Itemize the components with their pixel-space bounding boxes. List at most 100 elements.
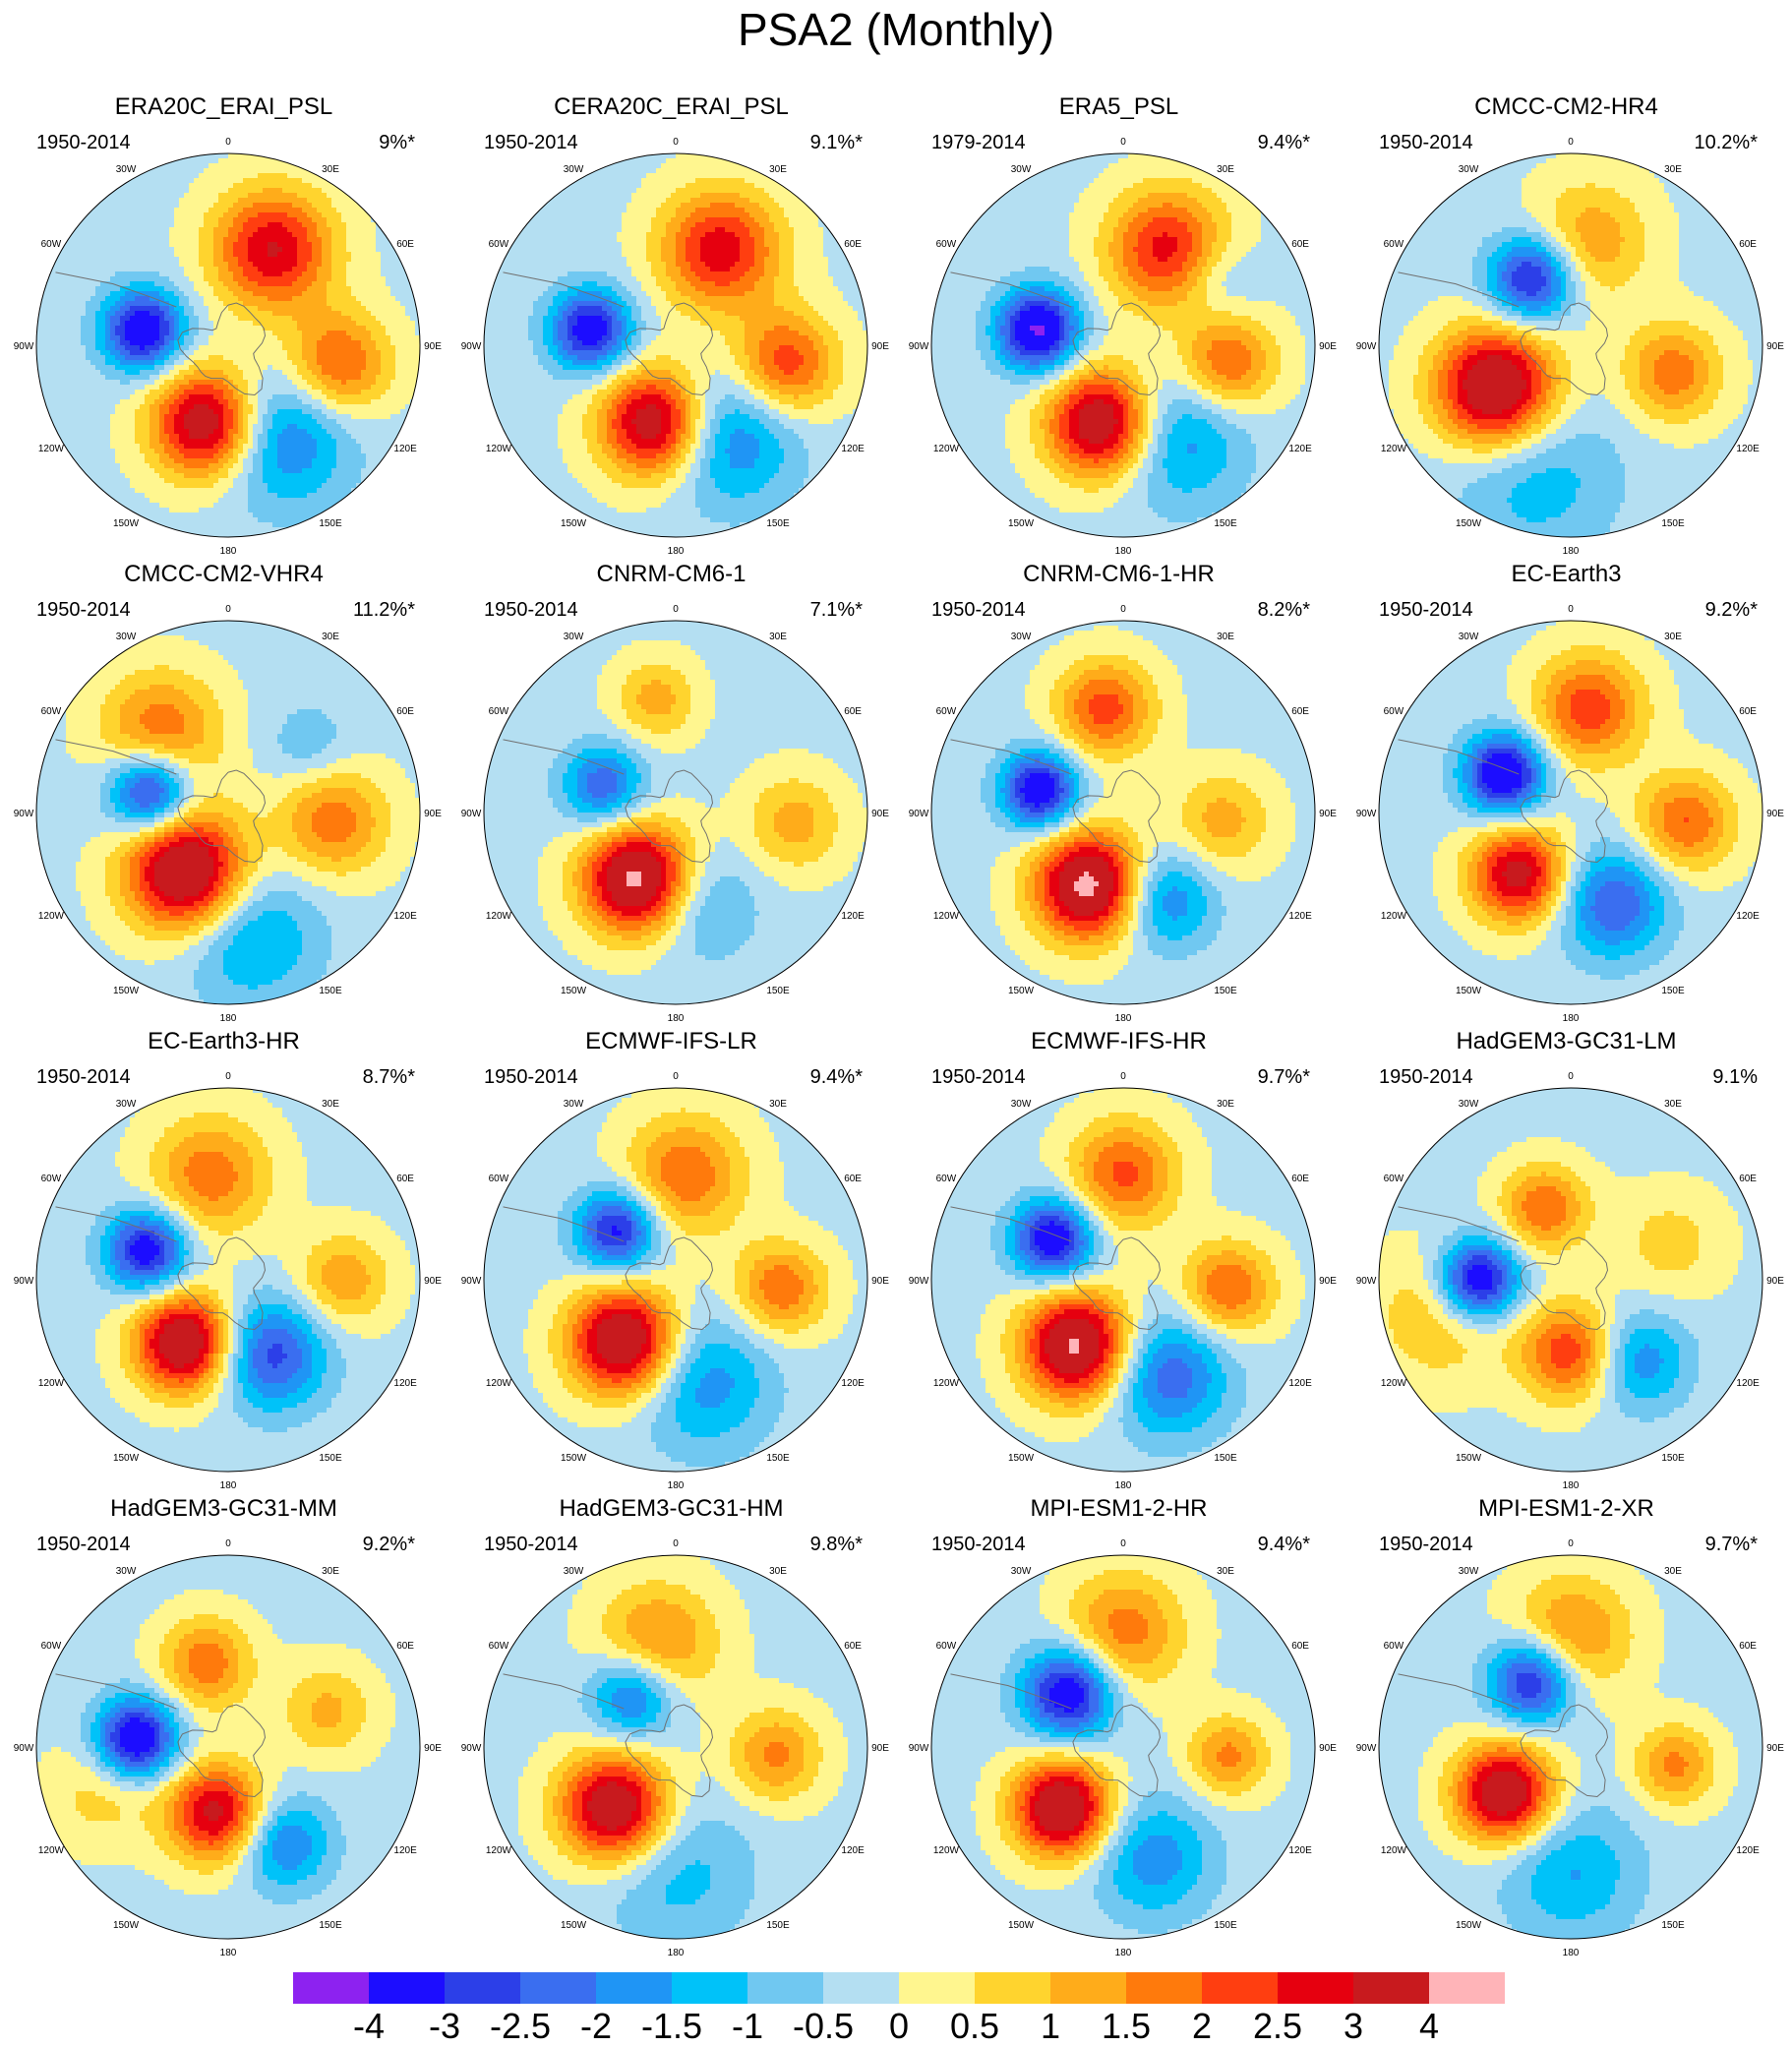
longitude-label: 120E — [1288, 911, 1312, 922]
longitude-label: 180 — [1115, 1948, 1132, 1956]
longitude-label: 120E — [841, 444, 865, 454]
longitude-label: 90E — [871, 1276, 889, 1287]
longitude-label: 120E — [1288, 1378, 1312, 1389]
longitude-label: 30E — [322, 1099, 339, 1110]
longitude-label: 30W — [564, 164, 584, 175]
longitude-label: 150W — [561, 986, 587, 996]
longitude-label: 150W — [1008, 1453, 1035, 1464]
longitude-label: 150E — [1214, 1920, 1237, 1931]
longitude-label: 90E — [871, 341, 889, 352]
colorbar-swatch — [672, 1972, 747, 2004]
longitude-label: 180 — [1563, 1480, 1580, 1488]
longitude-label: 120W — [38, 444, 65, 454]
longitude-label: 60W — [489, 1174, 509, 1184]
map-panel: HadGEM3-GC31-HM 1950-2014 9.8%* 0 30E 60E 90E 1… — [448, 1495, 895, 1958]
longitude-label: 60E — [844, 1174, 862, 1184]
colorbar-tick-label: 2 — [1192, 2007, 1212, 2046]
longitude-label: 120E — [1736, 1845, 1760, 1856]
longitude-label: 120W — [933, 1378, 960, 1389]
longitude-label: 30E — [769, 1566, 787, 1577]
map-panel: CNRM-CM6-1-HR 1950-2014 8.2%* 0 30E 60E 90E 120… — [895, 561, 1343, 1023]
map-panel: MPI-ESM1-2-HR 1950-2014 9.4%* 0 30E 60E 90E 120… — [895, 1495, 1343, 1958]
longitude-label: 30E — [1217, 632, 1234, 642]
longitude-label: 90W — [1356, 1743, 1377, 1754]
longitude-label: 120E — [1288, 1845, 1312, 1856]
longitude-label: 60E — [1739, 1174, 1757, 1184]
longitude-label: 180 — [220, 1013, 237, 1021]
longitude-label: 60W — [41, 1174, 62, 1184]
panel-title: HadGEM3-GC31-MM — [0, 1495, 448, 1523]
longitude-label: 30E — [1664, 632, 1682, 642]
colorbar-tick-label: -1 — [732, 2007, 763, 2046]
colorbar-swatch — [1202, 1972, 1278, 2004]
colorbar-swatch — [1050, 1972, 1126, 2004]
longitude-label: 120W — [1381, 444, 1407, 454]
pattern-field — [931, 1088, 1316, 1473]
longitude-label: 120W — [486, 1845, 512, 1856]
colorbar-tick-label: 2.5 — [1253, 2007, 1302, 2046]
longitude-label: 0 — [673, 1071, 679, 1082]
longitude-label: 0 — [673, 1538, 679, 1549]
colorbar-tick-label: -2.5 — [490, 2007, 551, 2046]
longitude-label: 0 — [225, 137, 231, 148]
longitude-label: 180 — [220, 1480, 237, 1488]
longitude-label: 30W — [564, 1099, 584, 1110]
longitude-label: 30E — [1664, 1099, 1682, 1110]
map-panel: CMCC-CM2-HR4 1950-2014 10.2%* 0 30E 60E 90E 120… — [1343, 93, 1790, 556]
longitude-label: 0 — [1568, 604, 1574, 615]
longitude-label: 90W — [461, 341, 482, 352]
longitude-label: 30E — [769, 164, 787, 175]
longitude-label: 150W — [1456, 1920, 1482, 1931]
longitude-label: 60E — [1291, 1641, 1309, 1652]
longitude-label: 180 — [668, 546, 685, 554]
longitude-label: 150E — [319, 1920, 342, 1931]
pattern-field — [484, 1088, 868, 1473]
longitude-label: 60W — [41, 239, 62, 250]
longitude-label: 90E — [1319, 809, 1337, 819]
map-panel: CERA20C_ERAI_PSL 1950-2014 9.1%* 0 30E 60E 90E… — [448, 93, 895, 556]
longitude-label: 90W — [909, 341, 929, 352]
colorbar-tick-label: -1.5 — [641, 2007, 702, 2046]
longitude-label: 180 — [1115, 1480, 1132, 1488]
longitude-label: 120E — [841, 1845, 865, 1856]
longitude-label: 90W — [1356, 341, 1377, 352]
longitude-label: 180 — [1115, 1013, 1132, 1021]
map-panel: EC-Earth3 1950-2014 9.2%* 0 30E 60E 90E 120E 150… — [1343, 561, 1790, 1023]
colorbar-tick-label: 3 — [1344, 2007, 1363, 2046]
longitude-label: 60W — [936, 1641, 957, 1652]
longitude-label: 150W — [113, 986, 140, 996]
longitude-label: 0 — [1568, 137, 1574, 148]
longitude-label: 90W — [1356, 1276, 1377, 1287]
colorbar-tick-label: 0 — [889, 2007, 909, 2046]
longitude-label: 120E — [1736, 444, 1760, 454]
longitude-label: 90E — [424, 1276, 442, 1287]
panel-title: HadGEM3-GC31-LM — [1343, 1028, 1790, 1055]
longitude-label: 60W — [489, 706, 509, 717]
longitude-label: 120E — [393, 1378, 417, 1389]
longitude-label: 180 — [1563, 1013, 1580, 1021]
colorbar-labels: -4 -3 -2.5 -2 -1.5 -1 -0.5 0 0.5 1 1.5 2 2.5 3 4 — [0, 2007, 1792, 2046]
longitude-label: 150E — [1661, 986, 1685, 996]
longitude-label: 90E — [1766, 809, 1784, 819]
panel-title: ERA5_PSL — [895, 93, 1343, 121]
longitude-label: 0 — [1120, 604, 1126, 615]
pattern-field — [484, 1555, 868, 1940]
longitude-label: 90W — [461, 1276, 482, 1287]
pattern-field — [1379, 153, 1763, 538]
pattern-field — [931, 621, 1316, 1005]
pattern-field — [484, 621, 868, 1005]
longitude-label: 0 — [1120, 1071, 1126, 1082]
colorbar-tick-label: 4 — [1419, 2007, 1439, 2046]
longitude-label: 120E — [1736, 1378, 1760, 1389]
colorbar-swatch — [823, 1972, 899, 2004]
colorbar-swatch — [975, 1972, 1050, 2004]
longitude-label: 30W — [1459, 1566, 1479, 1577]
longitude-label: 120E — [1288, 444, 1312, 454]
longitude-label: 30E — [1664, 164, 1682, 175]
pattern-field — [484, 153, 868, 538]
longitude-label: 150E — [319, 986, 342, 996]
